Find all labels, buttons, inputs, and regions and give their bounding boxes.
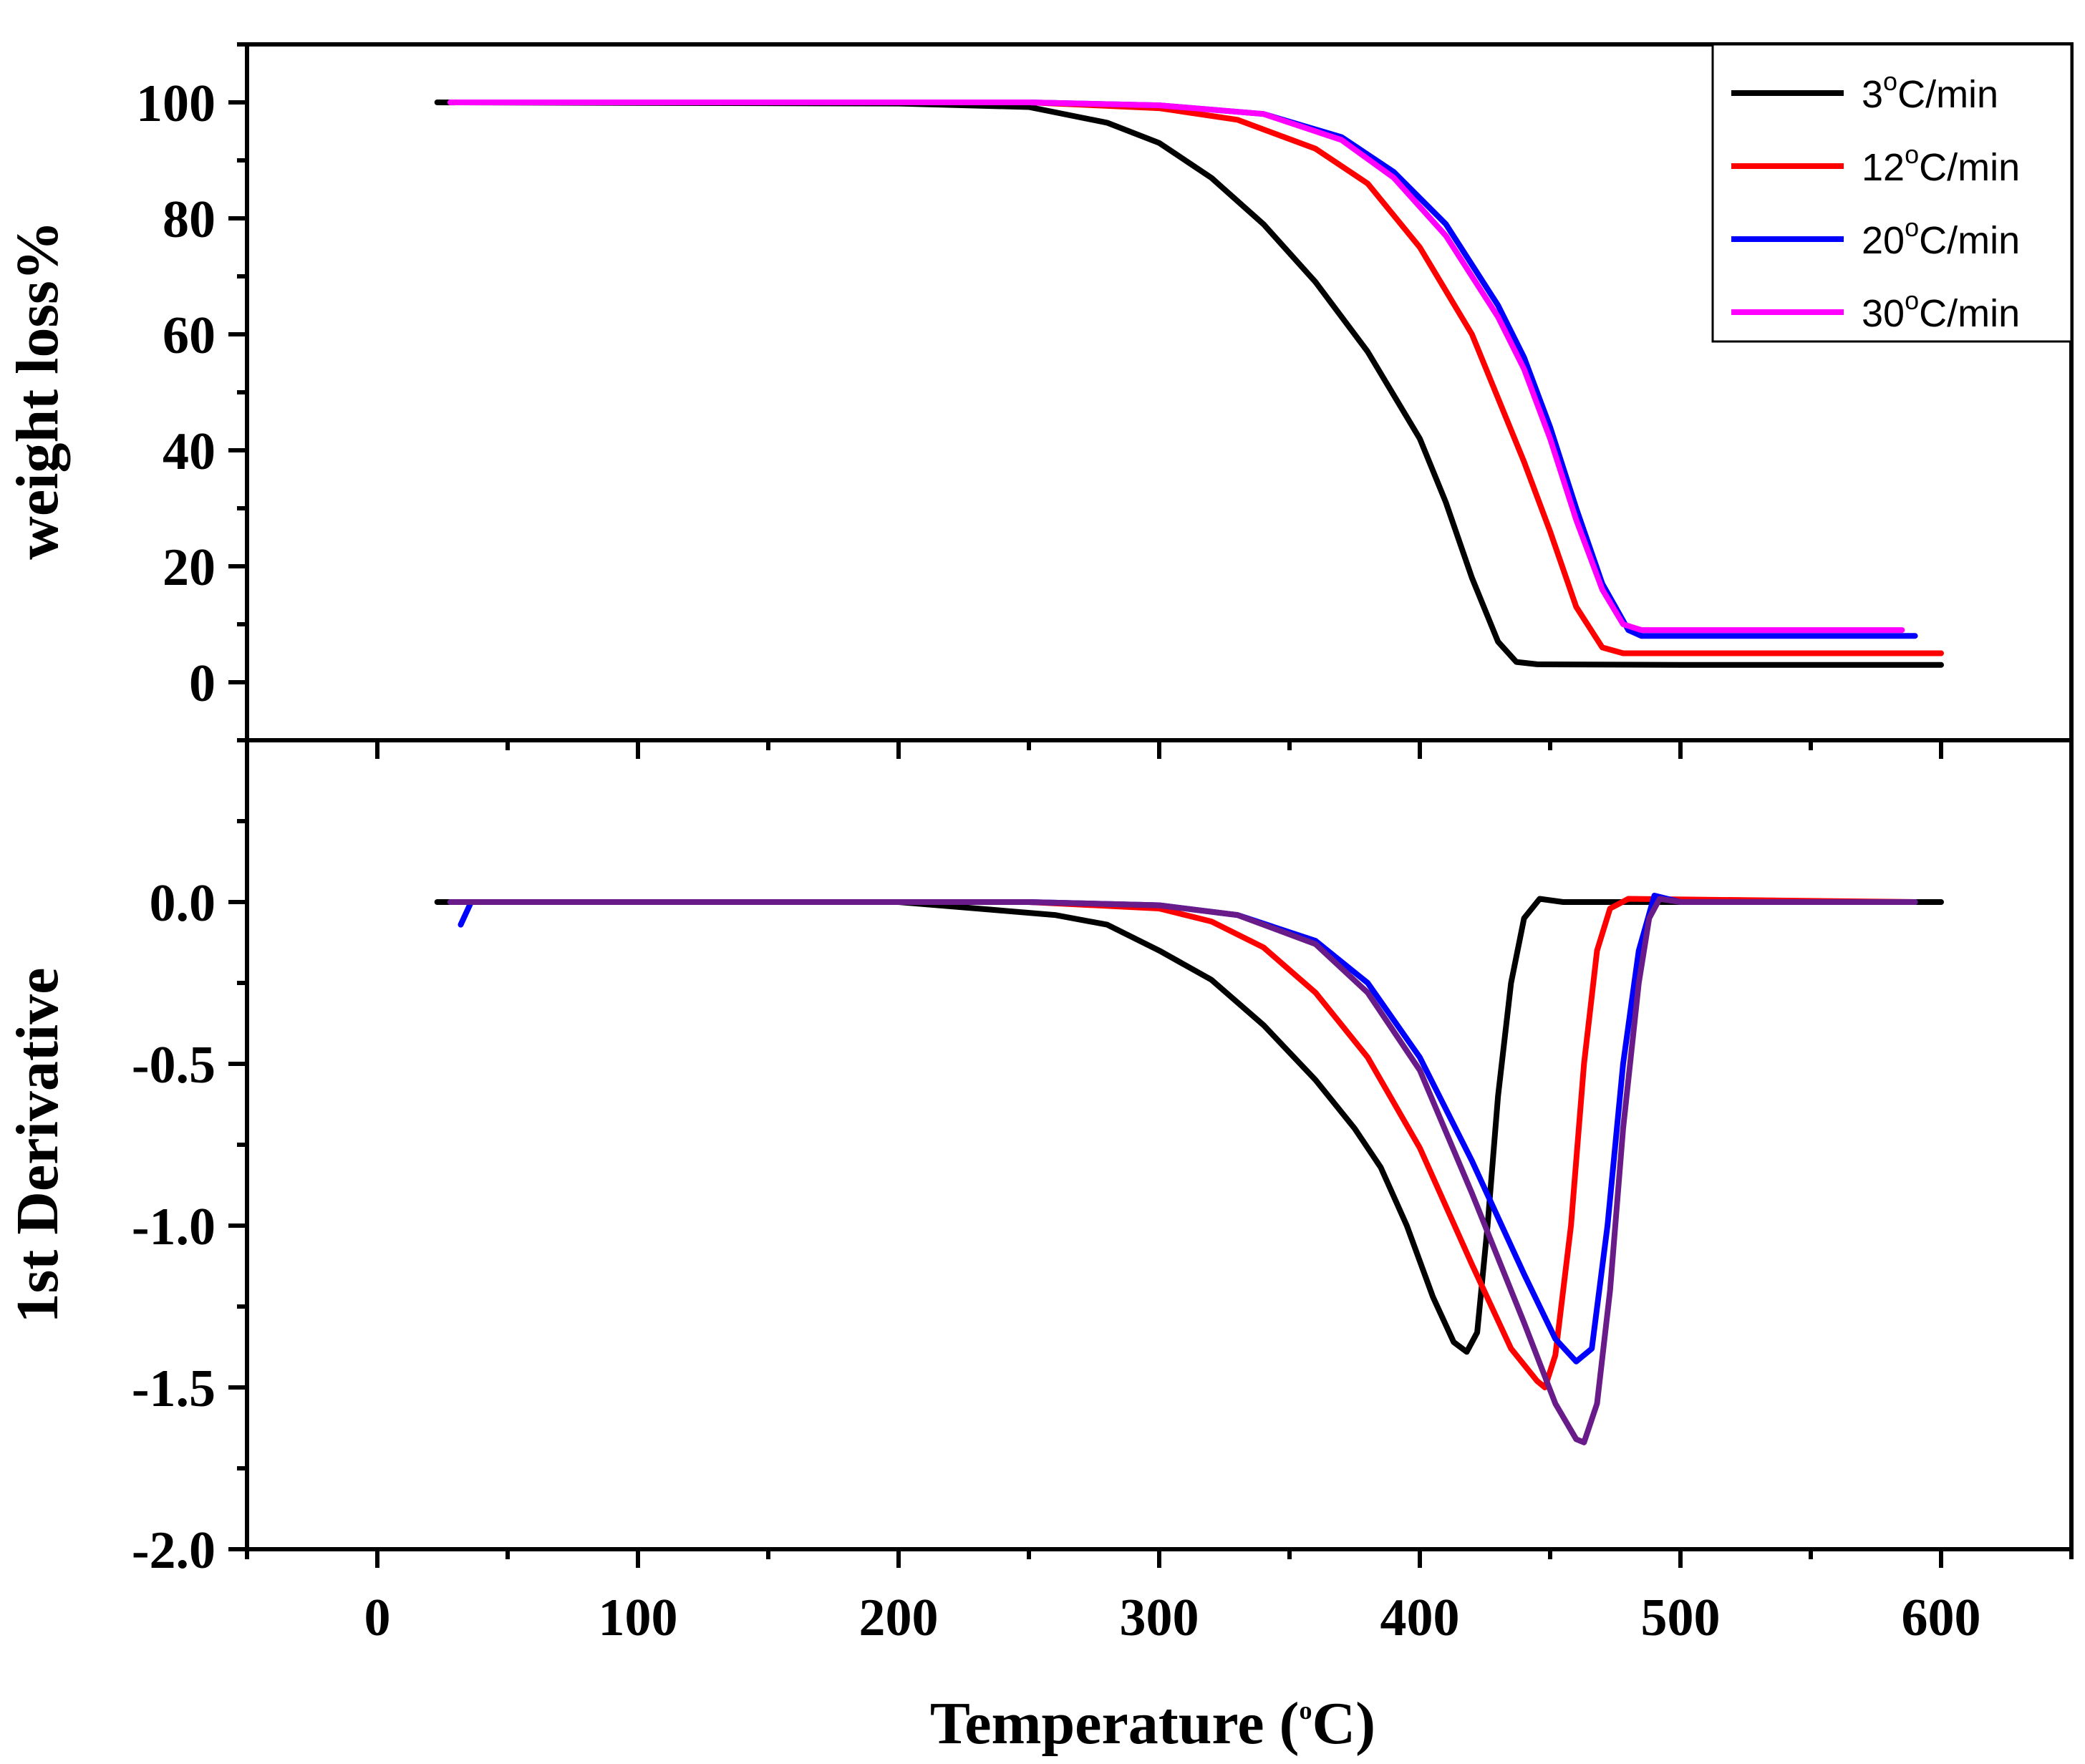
bottom-curves [434, 893, 1944, 1445]
y-tick-label: -2.0 [132, 1521, 216, 1580]
x-tick-label: 200 [859, 1589, 939, 1647]
svg-text:3oC/min: 3oC/min [1862, 67, 1998, 116]
series-line [447, 100, 1905, 634]
y-tick-label: 0.0 [150, 874, 216, 933]
x-axis-ticks: 0 100 200 300 400 500 600 [245, 740, 2074, 1647]
y-tick-label: 60 [163, 306, 216, 365]
y-tick-label: 20 [163, 538, 216, 597]
legend-entry: 20oC/min [1731, 213, 2020, 262]
svg-text:20oC/min: 20oC/min [1862, 213, 2020, 262]
legend-entry: 12oC/min [1731, 140, 2020, 189]
y-tick-label: 100 [136, 74, 216, 133]
bottom-y-axis-title: 1st Derivative [4, 968, 71, 1324]
legend-entry: 30oC/min [1731, 286, 2020, 335]
x-axis-title: Temperature (oC) [930, 1690, 1375, 1757]
x-tick-label: 300 [1120, 1589, 1199, 1647]
x-tick-label: 100 [599, 1589, 678, 1647]
series-line [453, 896, 1918, 1390]
x-tick-label: 600 [1902, 1589, 1981, 1647]
y-tick-label: -1.5 [132, 1360, 216, 1418]
series-line [453, 100, 1944, 656]
x-tick-label: 400 [1380, 1589, 1460, 1647]
top-y-axis-ticks: 0 20 40 60 80 100 [136, 42, 247, 742]
y-tick-label: -0.5 [132, 1036, 216, 1095]
legend: 3oC/min 12oC/min 20oC/min 30oC/min [1711, 43, 2073, 343]
series-line [447, 896, 1918, 1445]
y-tick-label: 40 [163, 422, 216, 481]
svg-text:12oC/min: 12oC/min [1862, 140, 2020, 189]
series-line [434, 896, 1944, 1355]
svg-text:30oC/min: 30oC/min [1862, 286, 2020, 335]
top-y-axis-title: weight loss% [4, 220, 71, 560]
y-tick-label: 0 [189, 654, 216, 713]
x-tick-label: 0 [364, 1589, 391, 1647]
top-curves [434, 100, 1944, 668]
y-tick-label: 80 [163, 190, 216, 249]
series-line [434, 100, 1944, 668]
bottom-plot-frame [245, 738, 2074, 1551]
bottom-y-axis-ticks: -2.0 -1.5 -1.0 -0.5 0.0 [132, 819, 247, 1580]
legend-entry: 3oC/min [1731, 67, 1998, 116]
x-tick-label: 500 [1641, 1589, 1721, 1647]
y-tick-label: -1.0 [132, 1198, 216, 1256]
series-line [460, 100, 1918, 639]
